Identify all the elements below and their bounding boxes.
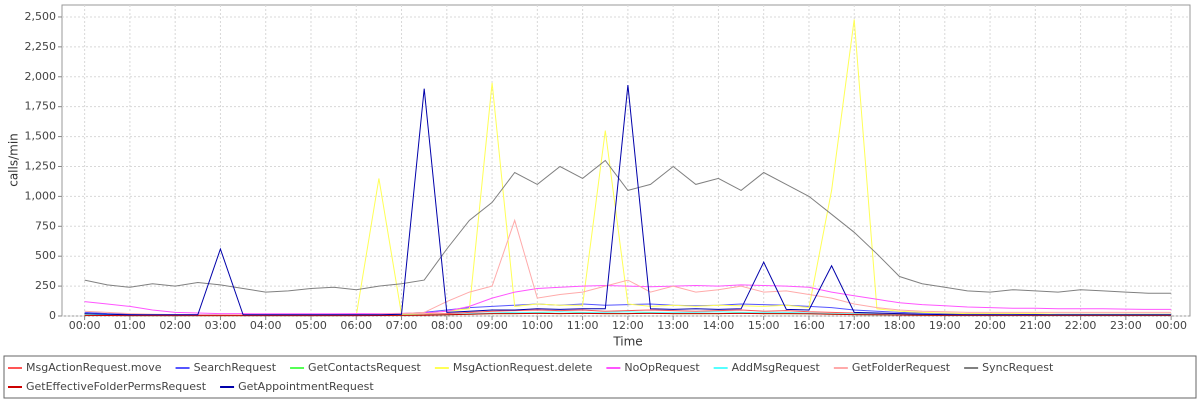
y-tick-label: 1,000	[25, 189, 57, 202]
x-tick-label: 00:00	[69, 319, 101, 332]
x-tick-label: 18:00	[884, 319, 916, 332]
plot-area	[61, 4, 1191, 317]
x-axis-title: Time	[612, 335, 642, 349]
x-tick-label: 04:00	[250, 319, 282, 332]
series-line	[84, 85, 1172, 316]
x-tick-label: 13:00	[657, 319, 689, 332]
x-tick-label: 22:00	[1065, 319, 1097, 332]
x-tick-label: 19:00	[929, 319, 961, 332]
y-tick-label: 2,250	[25, 40, 57, 53]
series-line	[84, 159, 1172, 294]
y-tick-label: 2,000	[25, 70, 57, 83]
x-tick-label: 21:00	[1019, 319, 1051, 332]
x-tick-label: 17:00	[838, 319, 870, 332]
legend-label: MsgActionRequest.move	[26, 361, 162, 374]
x-tick-label: 03:00	[205, 319, 237, 332]
x-tick-label: 01:00	[114, 319, 146, 332]
x-tick-label: 09:00	[476, 319, 508, 332]
x-tick-label: 16:00	[793, 319, 825, 332]
y-axis-title: calls/min	[7, 133, 21, 187]
y-tick-label: 1,250	[25, 159, 57, 172]
legend-label: GetAppointmentRequest	[238, 380, 374, 393]
x-tick-label: 02:00	[159, 319, 191, 332]
legend-label: GetFolderRequest	[852, 361, 951, 374]
x-tick-label: 15:00	[748, 319, 780, 332]
x-tick-label: 10:00	[521, 319, 553, 332]
x-tick-label: 00:00	[1155, 319, 1187, 332]
series-line	[84, 284, 1172, 315]
x-tick-label: 12:00	[612, 319, 644, 332]
y-tick-label: 1,750	[25, 100, 57, 113]
legend-label: GetEffectiveFolderPermsRequest	[26, 380, 207, 393]
y-tick-label: 0	[49, 309, 56, 322]
legend-label: AddMsgRequest	[732, 361, 821, 374]
x-tick-label: 06:00	[340, 319, 372, 332]
y-tick-label: 2,500	[25, 10, 57, 23]
y-tick-label: 750	[35, 219, 56, 232]
legend-label: SearchRequest	[194, 361, 277, 374]
legend-label: GetContactsRequest	[308, 361, 422, 374]
legend-label: MsgActionRequest.delete	[453, 361, 593, 374]
x-tick-label: 20:00	[974, 319, 1006, 332]
legend-box	[3, 355, 1197, 399]
x-tick-label: 23:00	[1110, 319, 1142, 332]
y-tick-label: 500	[35, 249, 56, 262]
legend-label: NoOpRequest	[624, 361, 700, 374]
x-tick-label: 11:00	[567, 319, 599, 332]
y-tick-label: 250	[35, 279, 56, 292]
x-tick-label: 14:00	[703, 319, 735, 332]
series-line	[84, 312, 1172, 317]
legend-label: SyncRequest	[982, 361, 1054, 374]
x-tick-label: 08:00	[431, 319, 463, 332]
y-tick-label: 1,500	[25, 130, 57, 143]
x-tick-label: 05:00	[295, 319, 327, 332]
x-tick-label: 07:00	[386, 319, 418, 332]
